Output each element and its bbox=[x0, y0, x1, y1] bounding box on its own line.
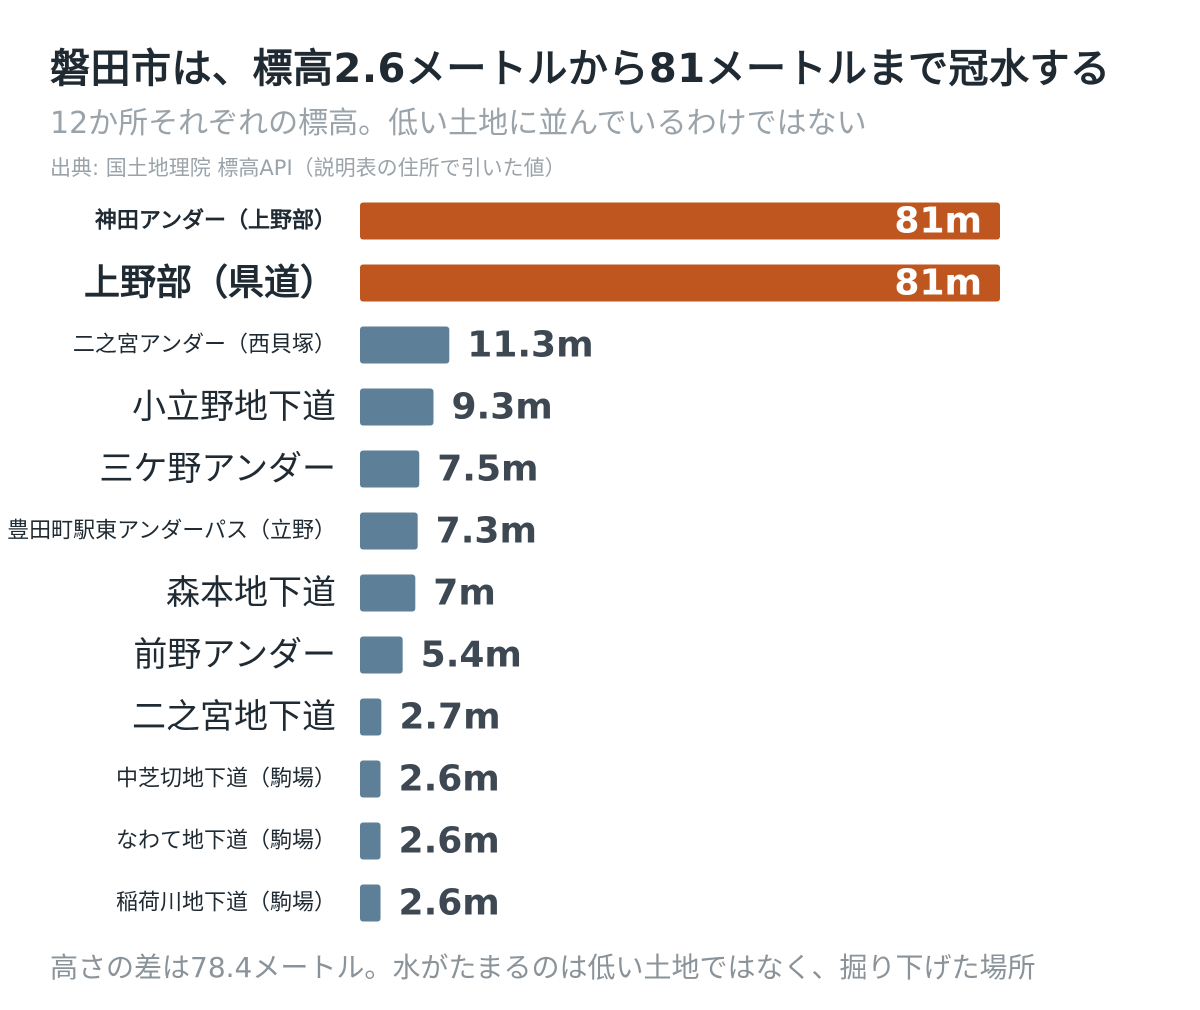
bar-value-label: 5.4m bbox=[421, 635, 522, 676]
bar-value-label: 7m bbox=[433, 573, 496, 614]
chart-title: 磐田市は、標高2.6メートルから81メートルまで冠水する bbox=[50, 46, 1111, 92]
bar bbox=[360, 636, 403, 674]
bar-category-label: 前野アンダー bbox=[133, 635, 336, 675]
bar bbox=[360, 760, 381, 798]
chart-footnote: 高さの差は78.4メートル。水がたまるのは低い土地ではなく、掘り下げた場所 bbox=[50, 951, 1036, 984]
bar-value-label: 7.3m bbox=[436, 511, 537, 552]
bar-value-label: 2.7m bbox=[399, 697, 500, 738]
bar-value-label: 2.6m bbox=[399, 883, 500, 924]
bar-category-label: 二之宮アンダー（西貝塚） bbox=[73, 333, 336, 358]
bar bbox=[360, 450, 420, 488]
bar-value-label: 7.5m bbox=[437, 449, 538, 490]
bar-category-label: 稲荷川地下道（駒場） bbox=[116, 891, 336, 916]
bar bbox=[360, 884, 381, 922]
bar bbox=[360, 822, 381, 860]
bar-category-label: 森本地下道 bbox=[166, 573, 336, 613]
bar-category-label: 三ケ野アンダー bbox=[99, 449, 336, 489]
chart-source: 出典: 国土地理院 標高API（説明表の住所で引いた値） bbox=[50, 156, 566, 180]
bar-category-label: 中芝切地下道（駒場） bbox=[116, 767, 336, 792]
bar bbox=[360, 388, 434, 426]
bar-value-label: 81m bbox=[894, 263, 982, 304]
bar-value-label: 2.6m bbox=[399, 759, 500, 800]
bar bbox=[360, 512, 418, 550]
chart-subtitle: 12か所それぞれの標高。低い土地に並んでいるわけではない bbox=[50, 106, 867, 141]
bar-category-label: 二之宮地下道 bbox=[132, 697, 336, 737]
bar-value-label: 2.6m bbox=[399, 821, 500, 862]
bar bbox=[360, 698, 382, 736]
bar bbox=[360, 574, 416, 612]
bar bbox=[360, 326, 450, 364]
bar bbox=[360, 202, 1000, 240]
bar-category-label: 上野部（県道） bbox=[84, 263, 336, 304]
bar bbox=[360, 264, 1000, 302]
bar-value-label: 81m bbox=[894, 201, 982, 242]
bar-category-label: 小立野地下道 bbox=[132, 387, 336, 427]
bar-category-label: なわて地下道（駒場） bbox=[116, 829, 336, 854]
bar-category-label: 豊田町駅東アンダーパス（立野） bbox=[7, 519, 336, 544]
bar-value-label: 9.3m bbox=[451, 387, 552, 428]
bar-value-label: 11.3m bbox=[467, 325, 593, 366]
bar-category-label: 神田アンダー（上野部） bbox=[95, 208, 336, 234]
